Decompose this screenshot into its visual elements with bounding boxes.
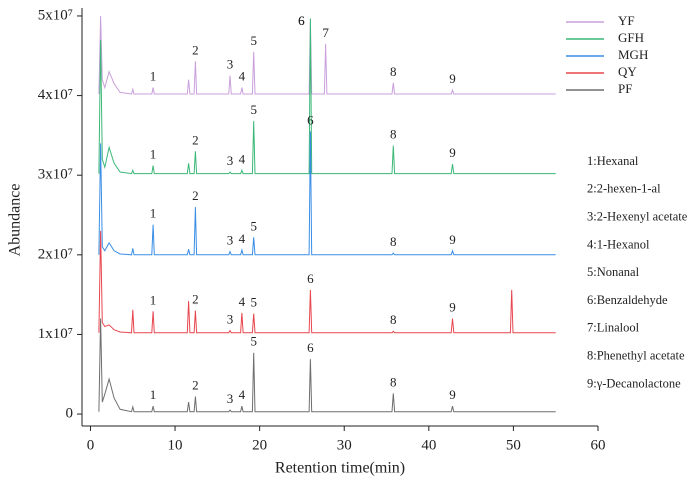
peak-label: 3 bbox=[227, 391, 234, 406]
y-tick-label: 4x10⁷ bbox=[38, 87, 73, 103]
trace bbox=[98, 15, 556, 95]
peak-label: 9 bbox=[449, 232, 456, 247]
peak-label: 5 bbox=[250, 295, 257, 310]
x-tick-label: 30 bbox=[337, 437, 352, 453]
peak-label: 8 bbox=[390, 374, 397, 389]
peak-label: 5 bbox=[250, 218, 257, 233]
compound-key: 7:Linalool bbox=[587, 321, 640, 335]
x-tick-label: 60 bbox=[591, 437, 606, 453]
peak-label: 8 bbox=[390, 64, 397, 79]
compound-key: 5:Nonanal bbox=[587, 265, 640, 279]
peak-label: 9 bbox=[449, 145, 456, 160]
peak-label: 1 bbox=[150, 147, 157, 162]
peak-label: 6 bbox=[298, 13, 305, 28]
peak-label: 9 bbox=[449, 71, 456, 86]
peak-label: 2 bbox=[192, 42, 199, 57]
peak-label: 4 bbox=[239, 387, 246, 402]
trace bbox=[98, 230, 556, 334]
x-tick-label: 0 bbox=[87, 437, 95, 453]
peak-label: 3 bbox=[227, 57, 234, 72]
peak-label: 6 bbox=[298, 13, 305, 28]
peak-label: 1 bbox=[150, 387, 157, 402]
compound-key: 2:2-hexen-1-al bbox=[587, 182, 661, 196]
x-tick-label: 10 bbox=[168, 437, 183, 453]
compound-key: 6:Benzaldehyde bbox=[587, 293, 668, 307]
peak-label: 6 bbox=[307, 271, 314, 286]
peak-label: 6 bbox=[307, 112, 314, 127]
peak-label: 5 bbox=[250, 334, 257, 349]
peak-label: 3 bbox=[227, 233, 234, 248]
peak-label: 2 bbox=[192, 132, 199, 147]
peak-label: 6 bbox=[307, 340, 314, 355]
peak-label: 8 bbox=[390, 234, 397, 249]
y-tick-label: 0 bbox=[66, 405, 74, 421]
peak-label: 1 bbox=[150, 206, 157, 221]
peak-label: 5 bbox=[250, 102, 257, 117]
peak-label: 2 bbox=[192, 378, 199, 393]
peak-label: 1 bbox=[150, 69, 157, 84]
peak-label: 9 bbox=[449, 299, 456, 314]
compound-key: 3:2-Hexenyl acetate bbox=[587, 209, 688, 223]
peak-label: 2 bbox=[192, 292, 199, 307]
trace bbox=[98, 131, 556, 256]
x-tick-label: 40 bbox=[421, 437, 436, 453]
compound-key: 1:Hexanal bbox=[587, 154, 639, 168]
peak-label: 4 bbox=[239, 151, 246, 166]
peak-label: 9 bbox=[449, 387, 456, 402]
y-tick-label: 2x10⁷ bbox=[38, 246, 73, 262]
compound-key: 4:1-Hexanol bbox=[587, 237, 650, 251]
peak-label: 7 bbox=[322, 25, 329, 40]
trace bbox=[98, 318, 556, 413]
peak-label: 4 bbox=[239, 294, 246, 309]
y-tick-label: 5x10⁷ bbox=[38, 7, 73, 23]
legend-label: QY bbox=[618, 64, 637, 79]
peak-label: 3 bbox=[227, 153, 234, 168]
x-tick-label: 50 bbox=[506, 437, 521, 453]
peak-label: 4 bbox=[239, 231, 246, 246]
legend-label: YF bbox=[618, 13, 635, 28]
x-axis-label: Retention time(min) bbox=[275, 460, 405, 477]
y-tick-label: 1x10⁷ bbox=[38, 326, 73, 342]
peak-label: 8 bbox=[390, 127, 397, 142]
peak-label: 3 bbox=[227, 311, 234, 326]
legend-label: MGH bbox=[618, 47, 648, 62]
compound-key: 9:γ-Decanolactone bbox=[587, 376, 681, 390]
trace bbox=[98, 18, 556, 175]
x-tick-label: 20 bbox=[252, 437, 267, 453]
compound-key: 8:Phenethyl acetate bbox=[587, 348, 685, 362]
y-tick-label: 3x10⁷ bbox=[38, 167, 73, 183]
peak-label: 8 bbox=[390, 312, 397, 327]
legend-label: GFH bbox=[618, 30, 644, 45]
peak-label: 1 bbox=[150, 292, 157, 307]
peak-label: 2 bbox=[192, 188, 199, 203]
y-axis-label: Abundance bbox=[7, 184, 24, 257]
peak-label: 5 bbox=[250, 33, 257, 48]
legend-label: PF bbox=[618, 81, 632, 96]
peak-label: 4 bbox=[239, 69, 246, 84]
